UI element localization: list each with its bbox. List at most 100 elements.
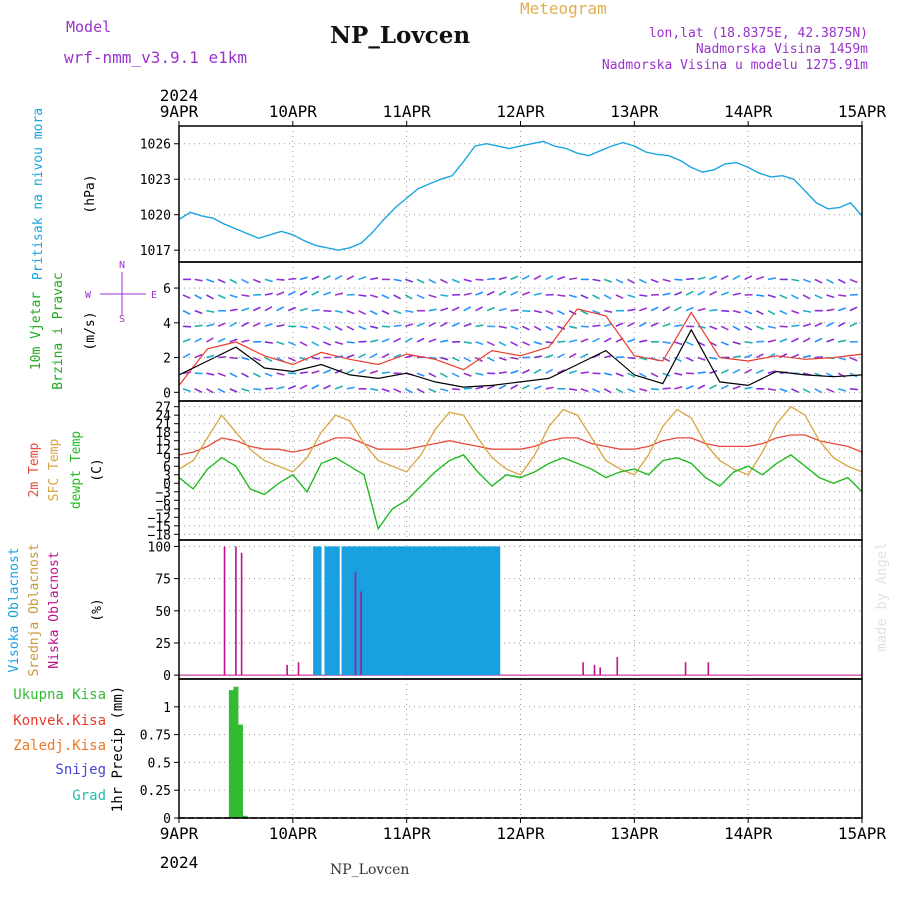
cloud-high-bar bbox=[327, 546, 333, 676]
cloud-high-bar bbox=[454, 546, 460, 676]
precip-legend-item: Zaledj.Kisa bbox=[13, 738, 106, 754]
wind-barb bbox=[545, 275, 554, 281]
wind-barb bbox=[521, 274, 530, 281]
wind-barb bbox=[393, 324, 402, 328]
wind-barb bbox=[416, 372, 425, 377]
cloud-high-bar bbox=[348, 546, 354, 676]
cloud-high-bar bbox=[467, 546, 473, 676]
wind-barb bbox=[732, 385, 741, 390]
wind-barb bbox=[194, 324, 203, 328]
cloud-high-bar bbox=[324, 546, 330, 676]
wind-barb bbox=[615, 322, 624, 328]
y-tick-label: 21 bbox=[155, 418, 171, 433]
y-tick-label: 24 bbox=[155, 409, 171, 424]
wind-barb bbox=[451, 278, 460, 284]
y-tick-label: 6 bbox=[163, 282, 171, 297]
wind-barb bbox=[416, 278, 425, 284]
wind-barb bbox=[533, 309, 542, 314]
wind-barb bbox=[229, 294, 238, 299]
wind-barb bbox=[756, 340, 765, 343]
wind-barb bbox=[252, 356, 261, 362]
wind-barb bbox=[369, 370, 379, 374]
wind-barb bbox=[311, 370, 320, 374]
wind-barb bbox=[346, 325, 355, 331]
wind-barb bbox=[557, 294, 566, 297]
wind-barb bbox=[732, 341, 741, 345]
wind-barb bbox=[428, 338, 437, 343]
wind-barb bbox=[370, 325, 379, 329]
wind-barb bbox=[650, 278, 659, 284]
y-tick-label: 15 bbox=[155, 435, 171, 450]
top-year-label: 2024 bbox=[160, 86, 199, 105]
wind-barb bbox=[416, 337, 425, 343]
wind-barb bbox=[498, 384, 507, 390]
wind-barb bbox=[334, 325, 343, 331]
wind-barb bbox=[346, 341, 355, 344]
wind-barb bbox=[404, 337, 413, 343]
wind-barb bbox=[182, 338, 191, 343]
wind-barb bbox=[264, 356, 273, 362]
wind-barb bbox=[486, 385, 495, 390]
wind-barb bbox=[194, 353, 203, 359]
wind-barb bbox=[568, 339, 578, 343]
wind-barb bbox=[264, 341, 273, 344]
cloud-high-bar bbox=[355, 546, 361, 676]
wind-barb bbox=[580, 294, 589, 300]
cloud-low-bar bbox=[235, 546, 237, 676]
wind-barb bbox=[451, 306, 460, 312]
wind-barb bbox=[182, 309, 191, 315]
wind-barb bbox=[451, 372, 460, 378]
wind-barb bbox=[533, 274, 542, 281]
wind-barb bbox=[346, 354, 355, 359]
wind-barb bbox=[603, 388, 612, 394]
wind-barb bbox=[369, 353, 378, 359]
wind-barb bbox=[370, 277, 379, 281]
wind-barb bbox=[627, 321, 636, 327]
wind-barb bbox=[662, 278, 671, 283]
wind-barb bbox=[276, 291, 285, 296]
wind-barb bbox=[229, 388, 238, 393]
wind-barb bbox=[323, 291, 332, 296]
wind-barb bbox=[393, 337, 402, 343]
wind-barb bbox=[744, 386, 753, 390]
wind-barb bbox=[674, 324, 683, 328]
wind-barb bbox=[369, 294, 379, 299]
cloud-high-bar bbox=[372, 546, 378, 676]
cloud-high-bar bbox=[450, 546, 456, 676]
wind-barb bbox=[416, 322, 425, 328]
wind-barb bbox=[791, 388, 799, 394]
wind-barb bbox=[299, 307, 308, 312]
precip-legend-item: Konvek.Kisa bbox=[13, 713, 106, 729]
wind-barb bbox=[393, 353, 402, 359]
y-tick-label: 6 bbox=[163, 460, 171, 475]
compass-south: S bbox=[119, 314, 125, 325]
wind-barb bbox=[311, 384, 320, 390]
wind-barb bbox=[288, 277, 297, 281]
wind-barb bbox=[592, 309, 601, 315]
bottom-date-label: 11APR bbox=[383, 824, 432, 843]
precip-legend-item: Snijeg bbox=[55, 762, 106, 778]
wind-barb bbox=[182, 353, 191, 359]
cloud-low-bar bbox=[223, 546, 226, 676]
wind-barb bbox=[814, 322, 823, 328]
wind-barb bbox=[604, 354, 613, 359]
cloud-low-bar bbox=[684, 662, 687, 676]
precip-bar bbox=[237, 724, 243, 818]
wind-barb bbox=[545, 354, 554, 359]
wind-barb bbox=[814, 278, 823, 284]
wind-barb bbox=[720, 274, 729, 281]
wind-barb bbox=[849, 306, 858, 312]
cloud-high-bar bbox=[457, 546, 463, 676]
wind-barb bbox=[393, 278, 402, 282]
wind-barb bbox=[545, 325, 554, 331]
cloud-high-bar bbox=[464, 546, 470, 676]
bottom-date-label: 15APR bbox=[838, 824, 887, 843]
wind-barb bbox=[732, 274, 741, 281]
compass-west: W bbox=[85, 290, 92, 301]
wind-barb bbox=[463, 323, 472, 328]
wind-speed-line bbox=[178, 328, 863, 388]
wind-barb bbox=[756, 294, 765, 297]
wind-barb bbox=[674, 291, 683, 296]
cloud-high-bar bbox=[430, 546, 436, 676]
wind-barb bbox=[838, 339, 847, 343]
